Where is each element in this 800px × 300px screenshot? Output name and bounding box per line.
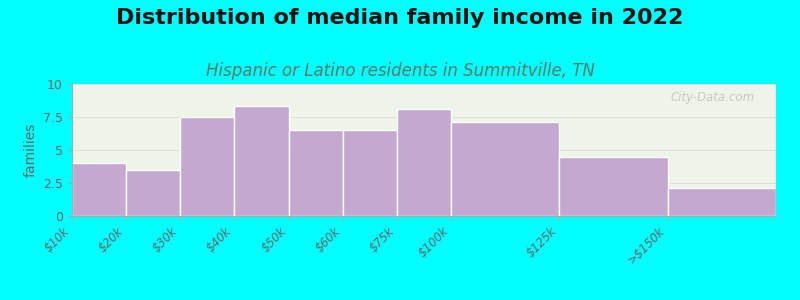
Bar bbox=[559, 157, 668, 216]
Y-axis label: families: families bbox=[23, 123, 38, 177]
Text: Distribution of median family income in 2022: Distribution of median family income in … bbox=[116, 8, 684, 28]
Bar bbox=[180, 117, 234, 216]
Bar bbox=[126, 170, 180, 216]
Bar bbox=[397, 109, 451, 216]
Text: City-Data.com: City-Data.com bbox=[670, 91, 755, 103]
Text: Hispanic or Latino residents in Summitville, TN: Hispanic or Latino residents in Summitvi… bbox=[206, 61, 594, 80]
Bar bbox=[451, 122, 559, 216]
Bar bbox=[72, 163, 126, 216]
Bar bbox=[668, 188, 776, 216]
Bar bbox=[342, 130, 397, 216]
Bar bbox=[289, 130, 342, 216]
Bar bbox=[234, 106, 289, 216]
